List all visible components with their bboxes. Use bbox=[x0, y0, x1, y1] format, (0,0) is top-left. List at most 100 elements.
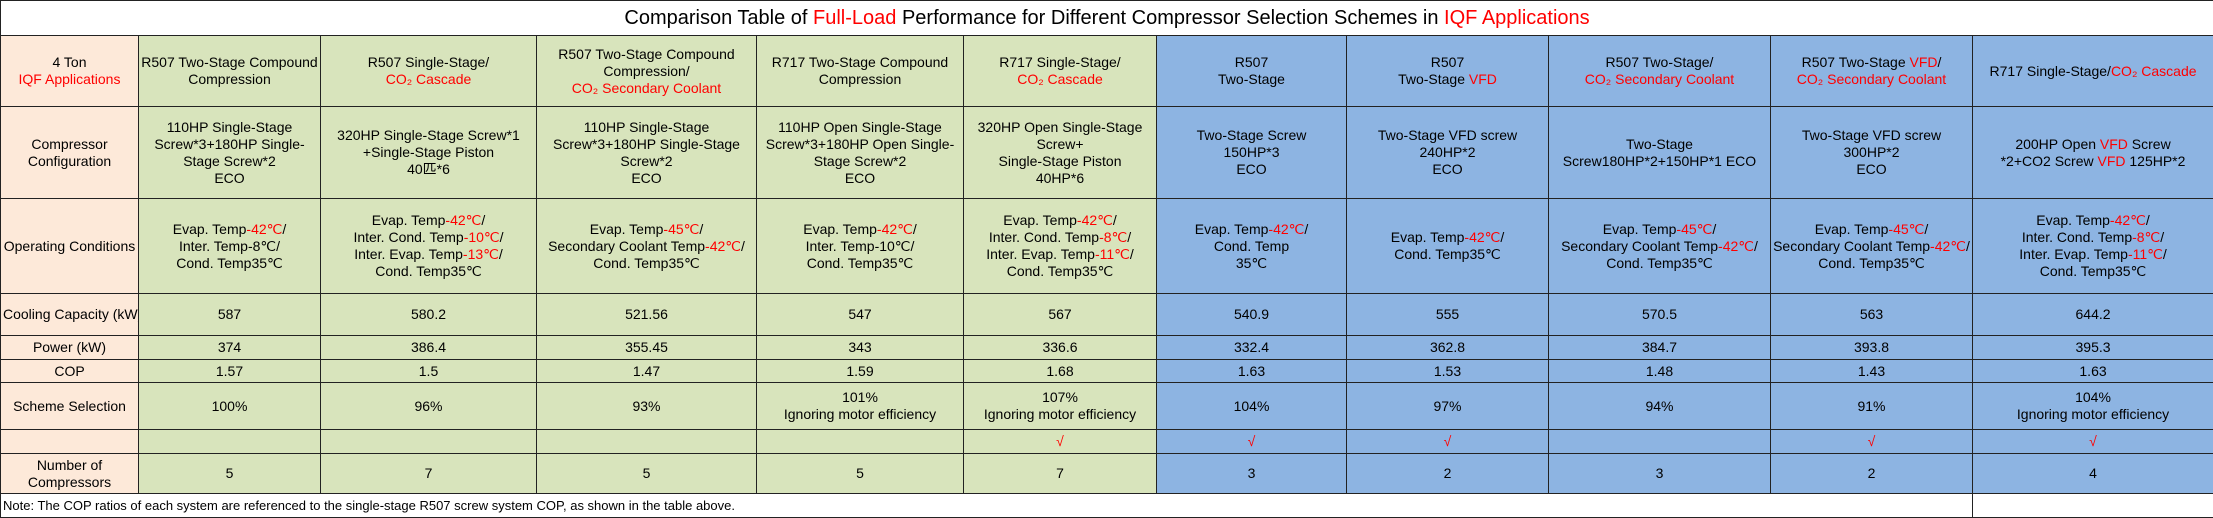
text-run: 1.5 bbox=[419, 363, 438, 379]
text-line: √ bbox=[1159, 433, 1344, 450]
text-run: Evap. Temp bbox=[2036, 212, 2110, 228]
table-cell: R507 Single-Stage/CO₂ Cascade bbox=[321, 36, 537, 107]
text-run: Cond. Temp35℃ bbox=[1818, 255, 1925, 271]
text-run: Cond. Temp35℃ bbox=[1394, 246, 1501, 262]
table-cell: 386.4 bbox=[321, 336, 537, 360]
text-run: 521.56 bbox=[625, 306, 668, 322]
table-cell: 5 bbox=[537, 454, 757, 494]
text-line: Two-Stage VFD bbox=[1349, 71, 1546, 88]
text-line: CO₂ Cascade bbox=[323, 71, 534, 88]
text-line: R507 Two-Stage Compound bbox=[539, 46, 754, 63]
text-run: R507 Two-Stage/ bbox=[1606, 54, 1714, 70]
text-line: 94% bbox=[1551, 398, 1768, 415]
text-run: Compressors bbox=[28, 474, 111, 490]
table-cell: 1.5 bbox=[321, 360, 537, 383]
text-run: Stage Screw*2 bbox=[183, 153, 276, 169]
text-line: Evap. Temp-42℃/ bbox=[759, 221, 961, 238]
text-line: Secondary Coolant Temp-42℃/ bbox=[1551, 238, 1768, 255]
text-run: / bbox=[500, 229, 504, 245]
text-run: 386.4 bbox=[411, 339, 446, 355]
text-run: ECO bbox=[1236, 161, 1266, 177]
table-cell: Evap. Temp-45℃/Secondary Coolant Temp-42… bbox=[537, 199, 757, 294]
text-line: √ bbox=[1349, 433, 1546, 450]
text-line: 1.47 bbox=[539, 363, 754, 380]
text-run: R507 Two-Stage Compound bbox=[141, 54, 317, 70]
text-line: √ bbox=[1975, 433, 2211, 450]
text-run: Ignoring motor efficiency bbox=[2017, 406, 2169, 422]
text-line: R507 Single-Stage/ bbox=[323, 54, 534, 71]
text-run: -42℃ bbox=[445, 212, 481, 228]
text-line: Evap. Temp-45℃/ bbox=[1773, 221, 1970, 238]
text-line: Screw+ bbox=[966, 136, 1154, 153]
text-line: 563 bbox=[1773, 306, 1970, 323]
text-run: Two-Stage bbox=[1626, 136, 1693, 152]
text-run: Performance for Different Compressor Sel… bbox=[896, 7, 1444, 29]
text-line: 200HP Open VFD Screw bbox=[1975, 136, 2211, 153]
text-run: Ignoring motor efficiency bbox=[984, 406, 1136, 422]
text-line: Evap. Temp-45℃/ bbox=[539, 221, 754, 238]
text-line: 374 bbox=[141, 339, 318, 356]
table-cell: 7 bbox=[964, 454, 1157, 494]
text-run: Note: The COP ratios of each system are … bbox=[3, 498, 735, 513]
table-cell: 3 bbox=[1549, 454, 1771, 494]
table-cell: 101%Ignoring motor efficiency bbox=[757, 383, 964, 430]
text-run: Screw*3+180HP Single-Stage bbox=[553, 136, 740, 152]
text-line: 355.45 bbox=[539, 339, 754, 356]
row-label bbox=[1, 430, 139, 454]
table-cell: 1.59 bbox=[757, 360, 964, 383]
text-line: 580.2 bbox=[323, 306, 534, 323]
text-run: 2 bbox=[1444, 465, 1452, 481]
text-run: 1.59 bbox=[846, 363, 873, 379]
text-line: Stage Screw*2 bbox=[141, 153, 318, 170]
text-run: ECO bbox=[214, 170, 244, 186]
text-line: R507 bbox=[1349, 54, 1546, 71]
text-line: 570.5 bbox=[1551, 306, 1768, 323]
text-line: Two-Stage Screw bbox=[1159, 127, 1344, 144]
text-run: Screw*3+180HP Single- bbox=[154, 136, 304, 152]
text-line: Screw*2 bbox=[539, 153, 754, 170]
text-line: 1.63 bbox=[1975, 363, 2211, 380]
table-cell: Evap. Temp-45℃/Secondary Coolant Temp-42… bbox=[1771, 199, 1973, 294]
text-run: 101% bbox=[842, 389, 878, 405]
text-run: 540.9 bbox=[1234, 306, 1269, 322]
text-run: 93% bbox=[632, 398, 660, 414]
text-run: Compression bbox=[819, 71, 901, 87]
table-cell: 104% bbox=[1157, 383, 1347, 430]
text-run: √ bbox=[2089, 433, 2097, 449]
table-cell bbox=[537, 430, 757, 454]
text-run: Cooling Capacity (kW) bbox=[3, 306, 139, 322]
text-run: Stage Screw*2 bbox=[814, 153, 907, 169]
table-cell: 547 bbox=[757, 294, 964, 336]
text-line: 1.57 bbox=[141, 363, 318, 380]
text-line: Secondary Coolant Temp-42℃/ bbox=[1773, 238, 1970, 255]
text-run: 7 bbox=[425, 465, 433, 481]
text-run: / bbox=[699, 221, 703, 237]
text-run: Secondary Coolant Temp bbox=[1561, 238, 1718, 254]
text-run: 644.2 bbox=[2076, 306, 2111, 322]
text-run: Cond. Temp bbox=[1214, 238, 1289, 254]
table-cell: Evap. Temp-42℃/Inter. Temp-8℃/Cond. Temp… bbox=[139, 199, 321, 294]
text-run: / bbox=[499, 246, 503, 262]
text-line: 2 bbox=[1773, 465, 1970, 482]
table-cell: 91% bbox=[1771, 383, 1973, 430]
text-line: Cond. Temp35℃ bbox=[1975, 263, 2211, 280]
text-run: ECO bbox=[1432, 161, 1462, 177]
text-line: Two-Stage bbox=[1159, 71, 1344, 88]
text-run: -45℃ bbox=[1676, 221, 1712, 237]
text-line: Evap. Temp-42℃/ bbox=[141, 221, 318, 238]
table-cell: R507 Two-Stage VFD/CO₂ Secondary Coolant bbox=[1771, 36, 1973, 107]
text-line: Evap. Temp-42℃/ bbox=[323, 212, 534, 229]
text-line: Screw*3+180HP Single- bbox=[141, 136, 318, 153]
table-cell: 374 bbox=[139, 336, 321, 360]
text-line: Compressor bbox=[3, 136, 136, 153]
table-cell: 96% bbox=[321, 383, 537, 430]
text-line: 567 bbox=[966, 306, 1154, 323]
text-line: 384.7 bbox=[1551, 339, 1768, 356]
table-cell: 540.9 bbox=[1157, 294, 1347, 336]
